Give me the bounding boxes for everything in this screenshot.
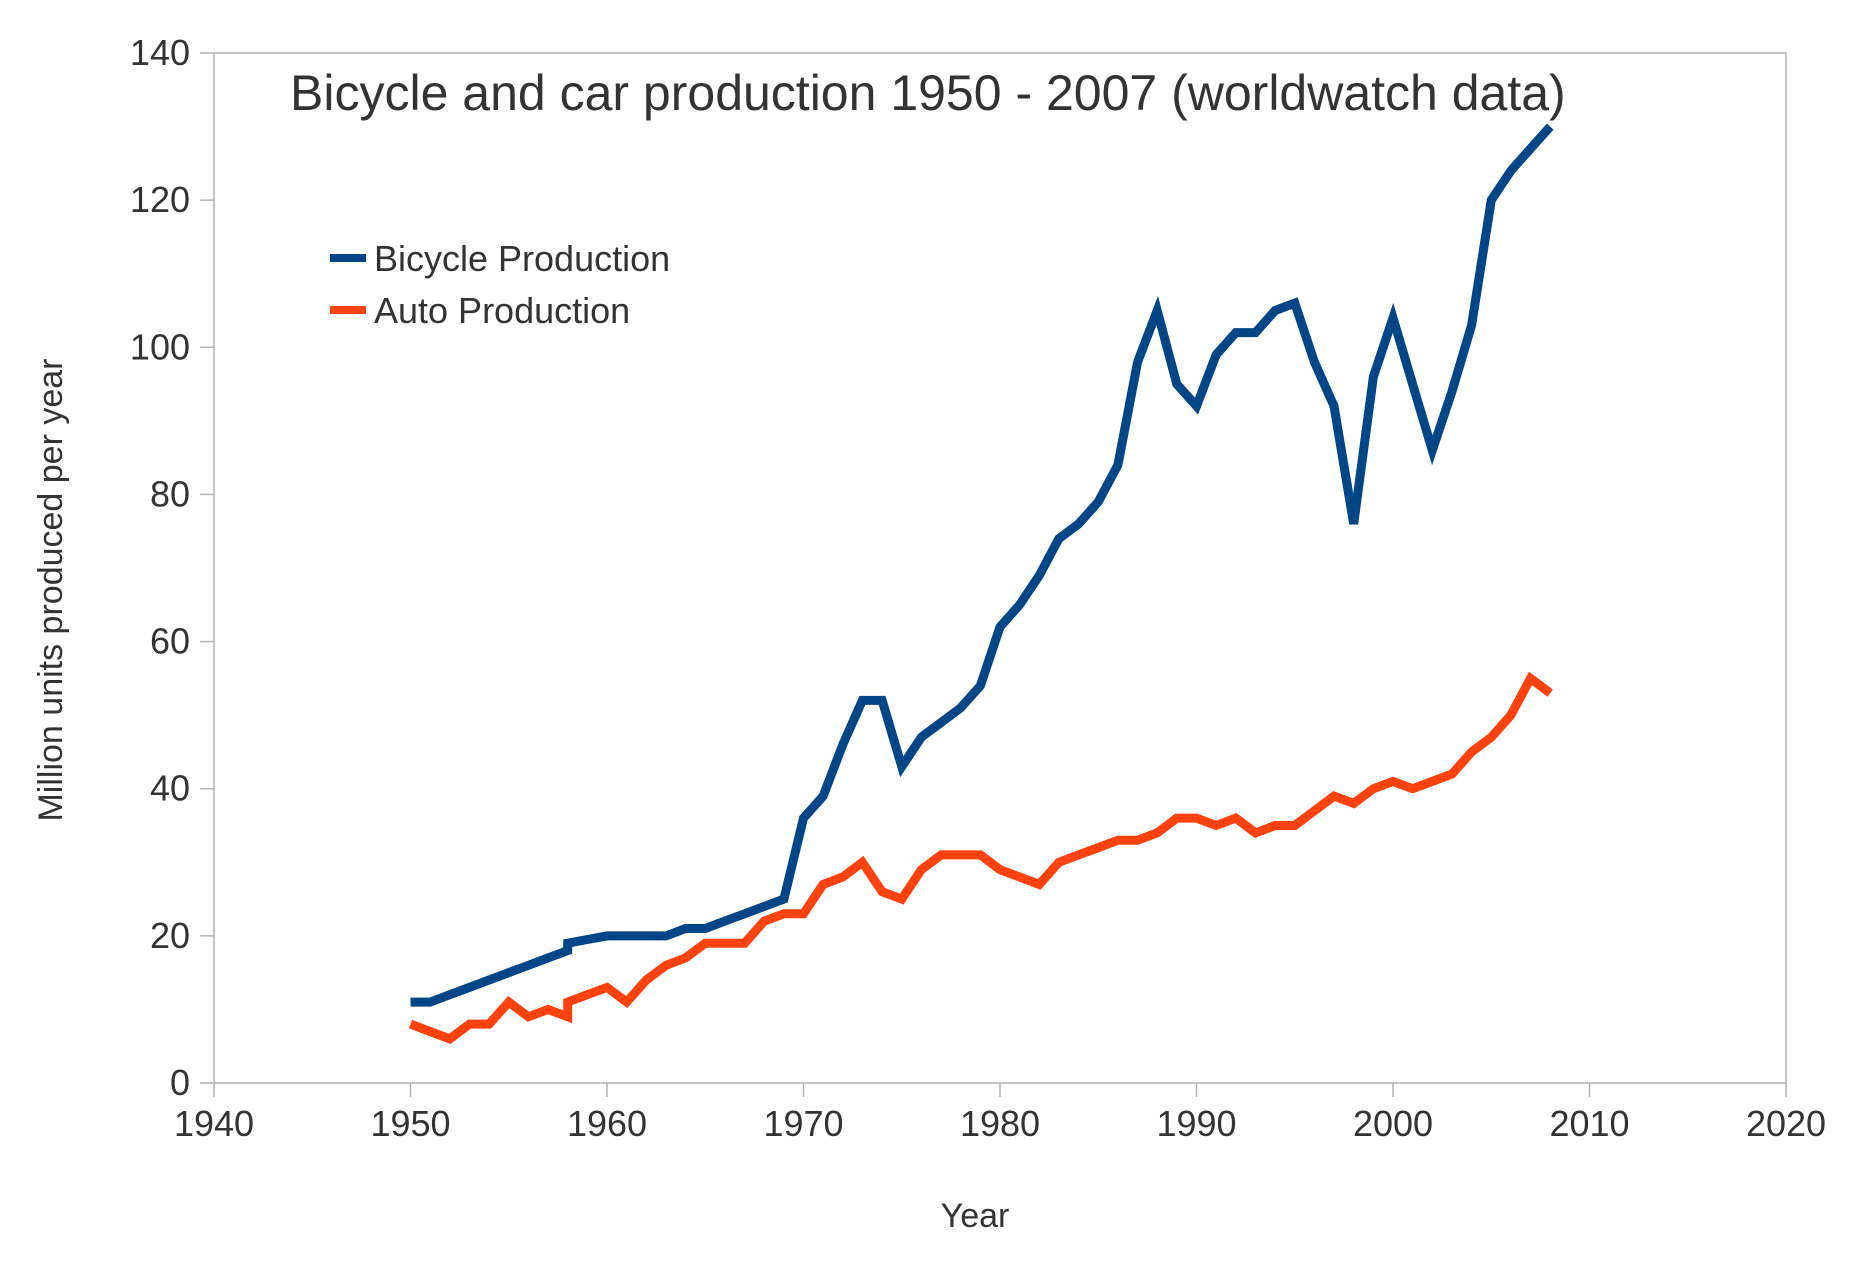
- y-tick-label: 60: [150, 621, 190, 662]
- legend-label-auto-production: Auto Production: [374, 290, 630, 331]
- y-axis-title: Million units produced per year: [32, 358, 70, 821]
- y-tick-label: 80: [150, 473, 190, 514]
- x-tick-label: 1970: [763, 1103, 843, 1144]
- x-tick-label: 1940: [174, 1103, 254, 1144]
- y-tick-label: 0: [170, 1062, 190, 1103]
- y-tick-label: 140: [130, 32, 190, 73]
- chart-title: Bicycle and car production 1950 - 2007 (…: [290, 65, 1566, 121]
- y-tick-label: 40: [150, 768, 190, 809]
- y-tick-label: 20: [150, 915, 190, 956]
- y-tick-label: 100: [130, 326, 190, 367]
- axes: 0 20 40 60 80 100 120 140 1940 1950 1960 1970 1980 19…: [130, 32, 1826, 1144]
- bicycle-production-line: [410, 123, 1554, 1007]
- x-tick-label: 1990: [1156, 1103, 1236, 1144]
- legend-label-bicycle-production: Bicycle Production: [374, 238, 670, 279]
- x-tick-label: 2020: [1746, 1103, 1826, 1144]
- legend: Bicycle Production Auto Production: [330, 238, 670, 331]
- x-tick-label: 2000: [1353, 1103, 1433, 1144]
- auto-production-line: [408, 671, 1553, 1044]
- x-tick-label: 1960: [567, 1103, 647, 1144]
- y-tick-label: 120: [130, 179, 190, 220]
- x-tick-label: 1980: [960, 1103, 1040, 1144]
- plot-series: [408, 123, 1554, 1044]
- x-axis-title: Year: [941, 1197, 1010, 1235]
- x-tick-label: 1950: [370, 1103, 450, 1144]
- x-tick-label: 2010: [1549, 1103, 1629, 1144]
